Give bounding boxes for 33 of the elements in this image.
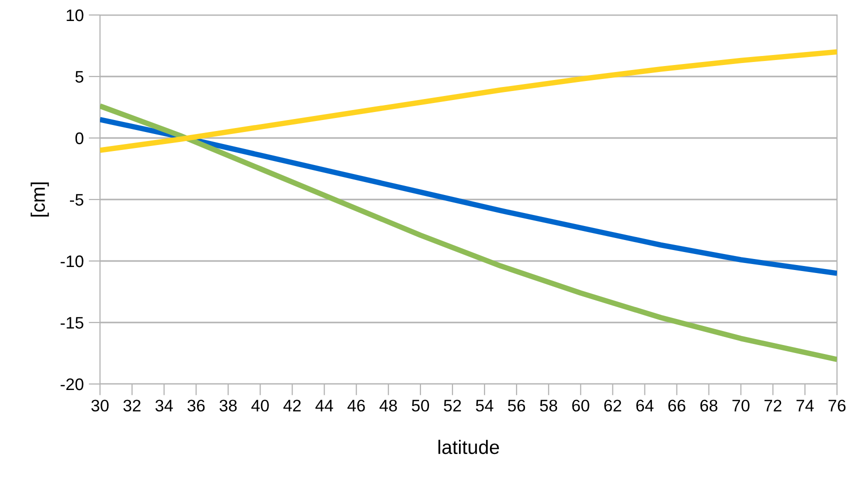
y-tick-label: 5 — [75, 71, 84, 83]
y-tick-label: -5 — [70, 194, 84, 206]
x-axis-title: latitude — [438, 440, 499, 454]
x-tick-label: 64 — [636, 400, 654, 412]
x-tick-label: 38 — [220, 400, 237, 412]
x-tick-label: 32 — [123, 400, 140, 412]
y-tick-label: -10 — [60, 255, 84, 268]
x-tick-label: 76 — [828, 400, 846, 412]
x-tick-label: 50 — [412, 400, 430, 412]
x-tick-label: 60 — [572, 400, 590, 412]
x-tick-label: 34 — [155, 400, 173, 412]
x-tick-label: 52 — [444, 400, 461, 412]
y-tick-label: 10 — [66, 9, 84, 22]
x-tick-label: 74 — [796, 400, 814, 412]
x-tick-label: 54 — [476, 400, 494, 412]
x-tick-label: 62 — [604, 400, 622, 412]
x-tick-label: 66 — [668, 400, 686, 412]
x-tick-label: 48 — [380, 400, 397, 412]
y-axis-title: [cm] — [30, 182, 49, 216]
x-tick-label: 56 — [508, 400, 526, 412]
x-tick-label: 40 — [251, 400, 269, 412]
x-tick-label: 70 — [732, 400, 750, 412]
x-tick-label: 42 — [283, 400, 301, 412]
x-tick-label: 46 — [347, 400, 365, 412]
x-tick-label: 68 — [700, 400, 718, 412]
x-tick-label: 72 — [764, 400, 782, 412]
y-tick-label: -20 — [60, 378, 84, 390]
x-tick-label: 36 — [188, 400, 205, 412]
x-tick-label: 58 — [540, 400, 558, 412]
y-tick-label: 0 — [75, 132, 84, 144]
x-tick-label: 30 — [91, 400, 109, 412]
x-tick-label: 44 — [315, 400, 334, 412]
y-tick-label: -15 — [60, 317, 84, 329]
